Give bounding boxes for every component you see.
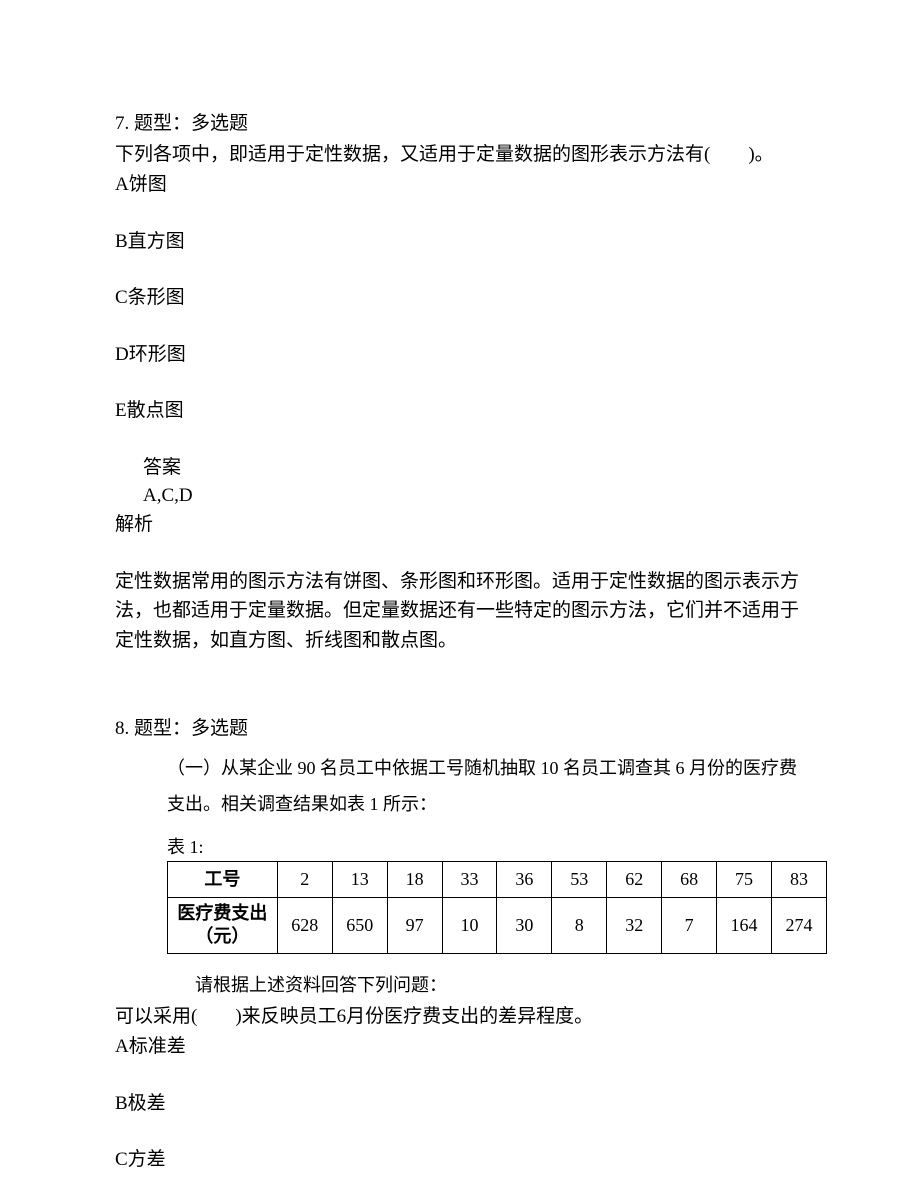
q8-table: 工号 2 13 18 33 36 53 62 68 75 83 医疗费支出（元）… [167, 861, 827, 954]
table-cell: 32 [607, 897, 662, 953]
table-cell: 53 [552, 861, 607, 897]
table-cell: 83 [771, 861, 826, 897]
q7-answer-label: 答案 [143, 454, 810, 483]
table-cell: 2 [277, 861, 332, 897]
table-cell: 628 [277, 897, 332, 953]
q7-header: 7. 题型：多选题 [115, 110, 810, 139]
table-cell: 13 [332, 861, 387, 897]
q8-header: 8. 题型：多选题 [115, 715, 810, 744]
table-cell: 33 [442, 861, 497, 897]
table-cell: 18 [387, 861, 442, 897]
q8-intro: （一）从某企业 90 名员工中依据工号随机抽取 10 名员工调查其 6 月份的医… [167, 750, 810, 822]
table-cell: 75 [717, 861, 772, 897]
table-cell: 164 [717, 897, 772, 953]
q7-answer: A,C,D [143, 482, 810, 511]
q7-analysis-body: 定性数据常用的图示方法有饼图、条形图和环形图。适用于定性数据的图示表示方法，也都… [115, 567, 810, 655]
table-cell: 650 [332, 897, 387, 953]
table-cell: 30 [497, 897, 552, 953]
table-row: 医疗费支出（元） 628 650 97 10 30 8 32 7 164 274 [168, 897, 827, 953]
q7-option-e: E散点图 [115, 397, 810, 426]
q8-option-b: B极差 [115, 1090, 810, 1119]
table-cell: 62 [607, 861, 662, 897]
table-cell: 68 [662, 861, 717, 897]
table-cell: 10 [442, 897, 497, 953]
table-cell: 97 [387, 897, 442, 953]
q7-option-b: B直方图 [115, 228, 810, 257]
row-header-expenses: 医疗费支出（元） [168, 897, 278, 953]
q8-option-a: A标准差 [115, 1033, 810, 1062]
q7-option-c: C条形图 [115, 284, 810, 313]
q7-text: 下列各项中，即适用于定性数据，又适用于定量数据的图形表示方法有( )。 [115, 141, 810, 170]
table-cell: 274 [771, 897, 826, 953]
q8-option-c: C方差 [115, 1146, 810, 1175]
q8-followup: 请根据上述资料回答下列问题： [195, 972, 810, 999]
table-row: 工号 2 13 18 33 36 53 62 68 75 83 [168, 861, 827, 897]
q7-analysis-label: 解析 [115, 511, 810, 540]
q8-table-label: 表 1: [167, 834, 810, 861]
q8-question: 可以采用( )来反映员工6月份医疗费支出的差异程度。 [115, 1003, 810, 1032]
q7-option-d: D环形图 [115, 341, 810, 370]
table-cell: 7 [662, 897, 717, 953]
row-header-ids: 工号 [168, 861, 278, 897]
table-cell: 8 [552, 897, 607, 953]
table-cell: 36 [497, 861, 552, 897]
q7-option-a: A饼图 [115, 171, 810, 200]
